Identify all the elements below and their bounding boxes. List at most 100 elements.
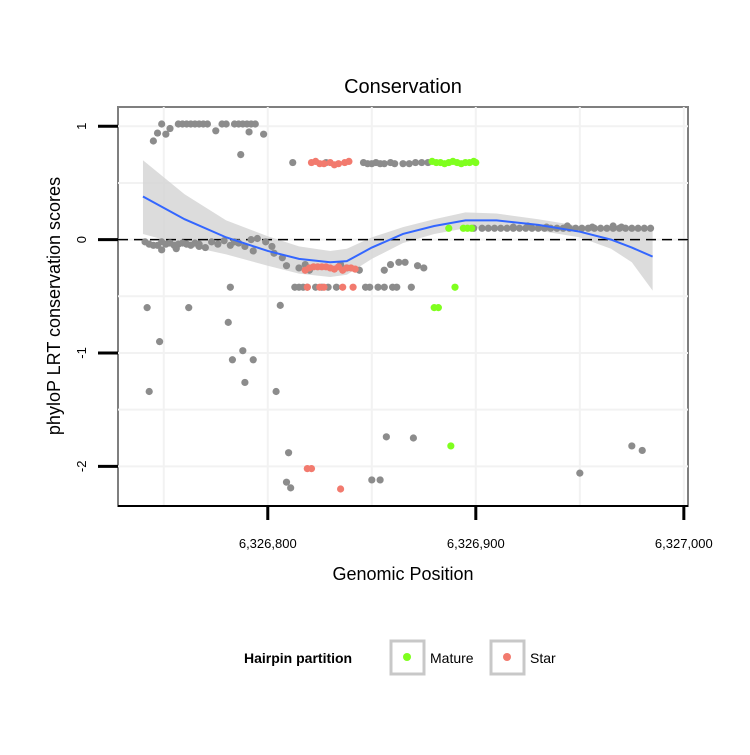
y-tick-label: -1 [74, 347, 89, 359]
point-other [405, 160, 413, 168]
x-axis: 6,326,800 6,326,900 6,327,000 [118, 505, 713, 551]
point-other [503, 224, 511, 232]
point-other [391, 160, 399, 168]
point-mature [468, 224, 476, 232]
point-other [253, 234, 261, 243]
point-other [201, 243, 209, 252]
data-points [141, 120, 655, 493]
point-other [413, 262, 422, 270]
y-tick-label: 1 [74, 123, 89, 130]
point-other [262, 238, 270, 246]
point-other [249, 356, 257, 364]
legend-dot-star [503, 653, 511, 661]
point-other [374, 283, 382, 291]
point-other [382, 433, 390, 441]
point-other [603, 224, 611, 232]
point-other [226, 283, 234, 291]
point-other [143, 304, 151, 312]
point-other [490, 224, 499, 232]
point-other [158, 246, 166, 254]
point-other [411, 158, 420, 167]
point-mature [451, 283, 459, 291]
point-other [287, 484, 295, 492]
point-other [399, 160, 407, 168]
point-star [303, 283, 311, 291]
point-mature [447, 442, 455, 450]
point-other [172, 245, 180, 253]
x-tick-label: 6,326,800 [239, 536, 297, 551]
point-other [576, 469, 584, 477]
point-other [220, 237, 228, 245]
legend-label-mature: Mature [430, 650, 474, 666]
point-other [534, 224, 542, 232]
point-other [509, 223, 517, 231]
point-star [320, 160, 328, 168]
plot-panel [117, 106, 689, 507]
point-other [166, 124, 174, 133]
point-other [646, 224, 655, 232]
point-other [617, 223, 626, 231]
point-star [345, 157, 353, 166]
smooth-trend-line [142, 195, 654, 264]
point-other [380, 160, 388, 168]
point-other [497, 224, 505, 232]
point-other [634, 224, 642, 232]
point-other [222, 120, 230, 128]
point-other [484, 224, 492, 232]
y-tick-label: -2 [74, 461, 89, 473]
point-other [228, 356, 237, 364]
point-mature [434, 304, 442, 312]
point-star [351, 265, 359, 273]
point-other [284, 449, 293, 457]
point-other [395, 258, 403, 266]
point-other [638, 446, 646, 455]
point-other [420, 264, 428, 272]
point-other [515, 224, 524, 232]
point-other [158, 120, 166, 128]
x-tick-label: 6,326,900 [447, 536, 505, 551]
point-other [588, 223, 596, 231]
point-other [368, 476, 376, 484]
point-star [334, 160, 343, 168]
y-tick-label: 0 [74, 236, 89, 243]
point-other [162, 130, 170, 138]
smooth-confidence-ribbon [142, 160, 653, 291]
point-other [409, 434, 418, 442]
point-other [237, 151, 245, 159]
x-tick-label: 6,327,000 [655, 536, 713, 551]
point-other [640, 224, 648, 232]
point-star [339, 283, 347, 291]
point-other [272, 387, 280, 396]
legend: Hairpin partition Mature Star [244, 639, 556, 676]
point-other [153, 129, 162, 137]
point-other [249, 247, 257, 255]
point-other [195, 242, 203, 251]
point-other [380, 283, 388, 291]
point-other [418, 158, 426, 167]
point-other [478, 224, 486, 232]
legend-label-star: Star [530, 650, 556, 666]
point-other [386, 260, 395, 269]
y-axis-label: phyloP LRT conservation scores [44, 177, 64, 435]
point-other [628, 224, 636, 232]
point-other [407, 283, 415, 291]
point-other [260, 130, 268, 138]
chart-title: Conservation [344, 76, 462, 98]
point-other [282, 262, 291, 270]
point-other [241, 378, 249, 387]
legend-dot-mature [403, 653, 411, 661]
x-axis-label: Genomic Position [332, 564, 473, 584]
point-other [332, 283, 341, 291]
point-mature [472, 158, 480, 167]
point-other [156, 338, 164, 346]
point-other [251, 120, 259, 128]
point-other [289, 158, 297, 167]
point-star [336, 485, 345, 493]
point-other [295, 264, 303, 272]
point-star [307, 464, 316, 473]
point-star [349, 283, 357, 291]
point-other [563, 222, 571, 230]
point-other [282, 478, 291, 486]
point-other [224, 318, 232, 326]
